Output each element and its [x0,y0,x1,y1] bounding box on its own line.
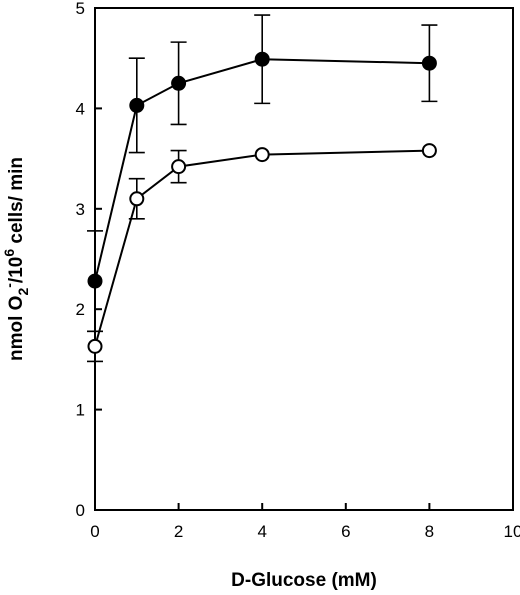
x-tick-label: 10 [504,522,520,541]
data-point [129,97,145,113]
data-point [421,55,437,71]
series-line [94,149,430,347]
plot-frame [94,7,514,511]
series-1 [87,143,437,363]
y-tick-label: 4 [76,99,85,118]
data-point [171,75,187,91]
data-point [254,51,270,67]
data-point [129,191,145,207]
x-tick-label: 2 [174,522,183,541]
series [87,14,438,363]
y-axis-title-sub: 2 [15,288,31,296]
y-axis-title-suffix: cells/ min [6,157,27,249]
y-tick-label: 3 [76,200,85,219]
x-tick-label: 8 [425,522,434,541]
data-point [421,143,437,159]
x-tick-label: 4 [257,522,266,541]
y-axis-title-sup2: 6 [1,249,17,257]
y-tick-label: 0 [76,501,85,520]
data-point [254,147,270,163]
series-0 [87,14,438,333]
data-point [87,273,103,289]
x-tick-label: 0 [90,522,99,541]
x-tick-label: 6 [341,522,350,541]
ticks: 0 1 2 3 4 5 0 2 4 6 8 10 [76,0,520,541]
y-tick-label: 2 [76,300,85,319]
y-axis-title-mid: /10 [6,257,27,283]
y-axis-title-prefix: nmol O [6,296,27,361]
x-axis-title: D-Glucose (mM) [231,570,377,591]
data-point [87,338,103,354]
y-tick-label: 5 [76,0,85,18]
y-axis-title: nmol O2-/106 cells/ min [1,157,31,361]
y-axis-title-sup: - [1,283,17,288]
data-point [171,159,187,175]
y-tick-label: 1 [76,401,85,420]
axes [94,7,514,511]
